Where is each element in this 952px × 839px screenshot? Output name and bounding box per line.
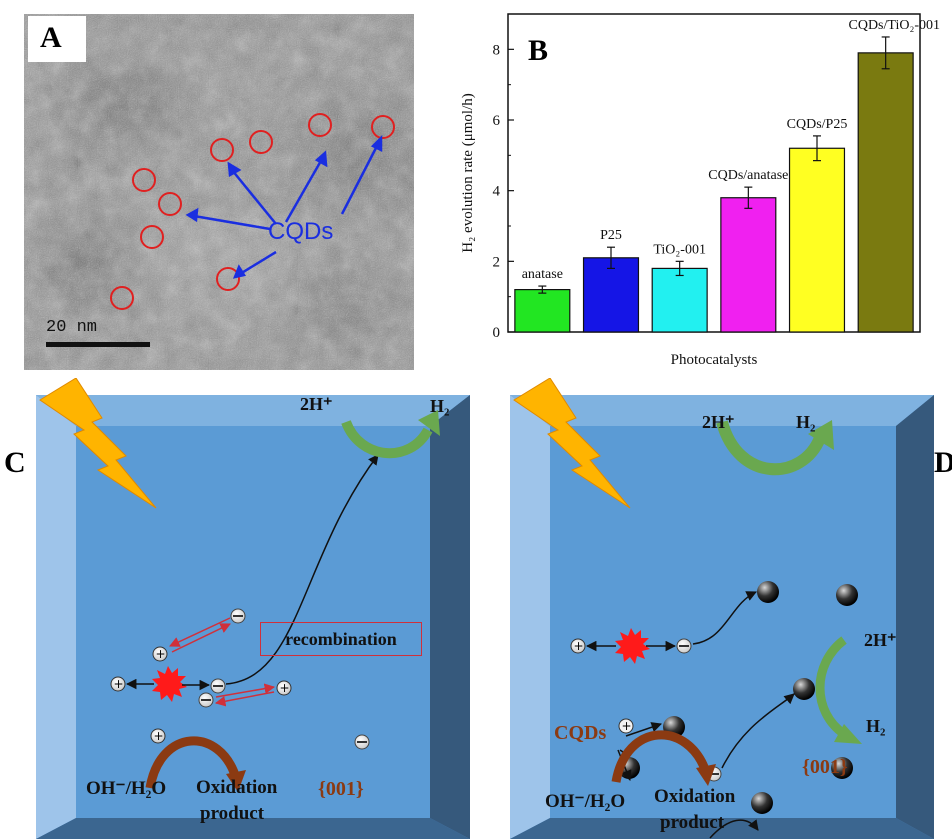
scheme-d-cqds: CQDs bbox=[554, 722, 607, 744]
recombination-label: recombination bbox=[285, 628, 397, 649]
crystal-top-face bbox=[36, 395, 470, 426]
scale-bar bbox=[46, 342, 150, 347]
reduction-arrow-right bbox=[815, 636, 847, 738]
y-tick-label: 2 bbox=[493, 254, 501, 270]
cqd-marker bbox=[210, 138, 234, 162]
cqd-marker bbox=[216, 267, 240, 291]
scheme-d-oxidation: Oxidation bbox=[654, 786, 736, 807]
bar-label-3: CQDs/anatase bbox=[708, 168, 788, 183]
crystal-right-face bbox=[430, 395, 470, 839]
oxidation-arrow bbox=[145, 736, 241, 789]
hole-icon bbox=[570, 638, 586, 654]
hole-icon bbox=[618, 718, 634, 734]
scheme-d-h2-right: H₂ bbox=[866, 716, 886, 736]
bar-label-0: anatase bbox=[522, 267, 563, 282]
scheme-d-h2-top: H₂ bbox=[796, 412, 816, 432]
scheme-d-hplus-right: 2H⁺ bbox=[864, 630, 897, 650]
x-axis-label: Photocatalysts bbox=[671, 352, 758, 368]
scheme-d: + bbox=[510, 378, 934, 839]
light-bolt-icon bbox=[39, 378, 157, 509]
bar-3 bbox=[720, 197, 777, 333]
scheme-c-hplus: 2H⁺ bbox=[300, 394, 333, 414]
bar-label-5: CQDs/TiO₂-001 bbox=[849, 18, 941, 33]
recombination-box: recombination bbox=[260, 622, 422, 656]
cqd-marker bbox=[371, 115, 395, 139]
reduction-arrow-top bbox=[716, 420, 826, 476]
cqd-marker bbox=[140, 225, 164, 249]
panel-label-c: C bbox=[4, 446, 26, 479]
y-tick-label: 0 bbox=[493, 325, 501, 341]
bar-5 bbox=[857, 52, 914, 333]
reduction-arrow bbox=[341, 419, 433, 458]
oxidation-arrow bbox=[611, 730, 711, 783]
oxidation-group-d: + bbox=[611, 718, 716, 786]
cqd-particle bbox=[757, 581, 779, 603]
cqd-marker bbox=[110, 286, 134, 310]
cqd-markers bbox=[110, 113, 395, 310]
scheme-c-facet: {001} bbox=[318, 778, 364, 800]
crystal-left-face bbox=[36, 395, 76, 839]
hole-icon bbox=[110, 676, 126, 692]
svg-text:+: + bbox=[156, 647, 166, 661]
light-bolt-icon bbox=[513, 378, 631, 509]
excitation-star-icon bbox=[152, 666, 187, 702]
cqd-marker bbox=[249, 130, 273, 154]
cqd-particle bbox=[793, 678, 815, 700]
cqd-marker bbox=[158, 192, 182, 216]
scale-bar-label: 20 nm bbox=[46, 318, 98, 337]
cqd-marker bbox=[308, 113, 332, 137]
electron-path bbox=[225, 454, 379, 685]
panel-label-b: B bbox=[528, 34, 549, 67]
scheme-d-product: product bbox=[660, 812, 725, 833]
hole-icon bbox=[150, 728, 166, 744]
tem-label-box: A bbox=[28, 16, 86, 62]
y-tick-label: 6 bbox=[493, 113, 501, 129]
cqd-particle bbox=[831, 757, 853, 779]
scheme-d-facet: {001} bbox=[802, 756, 848, 778]
cqd-particle bbox=[751, 792, 773, 814]
crystal-bottom-face bbox=[36, 818, 470, 839]
bar-2 bbox=[651, 267, 708, 333]
scheme-d-hplus-top: 2H⁺ bbox=[702, 412, 735, 432]
svg-text:+: + bbox=[280, 681, 290, 695]
scheme-c: + + + + bbox=[36, 378, 470, 839]
bar-label-4: CQDs/P25 bbox=[787, 117, 848, 132]
excitation-star-icon bbox=[615, 628, 650, 664]
panel-label-a: A bbox=[40, 21, 62, 54]
scheme-c-oh-h2o: OH⁻/H₂O bbox=[86, 778, 167, 799]
bar-1 bbox=[582, 257, 640, 333]
cqd-pointer-arrows bbox=[185, 134, 383, 279]
scheme-c-oxidation: Oxidation bbox=[196, 777, 278, 798]
plot-frame bbox=[507, 13, 921, 333]
svg-text:+: + bbox=[114, 677, 124, 691]
scheme-c-h2: H₂ bbox=[430, 396, 450, 416]
tem-image bbox=[24, 14, 414, 370]
panel-label-d: D bbox=[934, 446, 952, 479]
bar-4 bbox=[788, 147, 846, 333]
cqd-particle bbox=[836, 584, 858, 606]
svg-text:+: + bbox=[574, 639, 584, 653]
scheme-d-oh-h2o: OH⁻/H₂O bbox=[545, 791, 626, 812]
bar-label-1: P25 bbox=[600, 228, 622, 243]
y-tick-label: 8 bbox=[493, 42, 501, 58]
y-tick-label: 4 bbox=[493, 184, 501, 200]
bar-chart: 0 2 4 6 8 anatase P25 TiO₂-001 CQDs/anatase CQDs/… bbox=[460, 13, 941, 368]
cqd-label: CQDs bbox=[268, 218, 334, 245]
cqd-marker bbox=[132, 168, 156, 192]
tem-texture bbox=[24, 14, 414, 370]
scheme-c-product: product bbox=[200, 803, 265, 824]
y-axis-label: H₂ evolution rate (μmol/h) bbox=[460, 93, 476, 253]
svg-text:+: + bbox=[154, 729, 164, 743]
bar-0 bbox=[514, 289, 571, 333]
svg-text:+: + bbox=[622, 719, 632, 733]
bar-label-2: TiO₂-001 bbox=[653, 242, 706, 257]
